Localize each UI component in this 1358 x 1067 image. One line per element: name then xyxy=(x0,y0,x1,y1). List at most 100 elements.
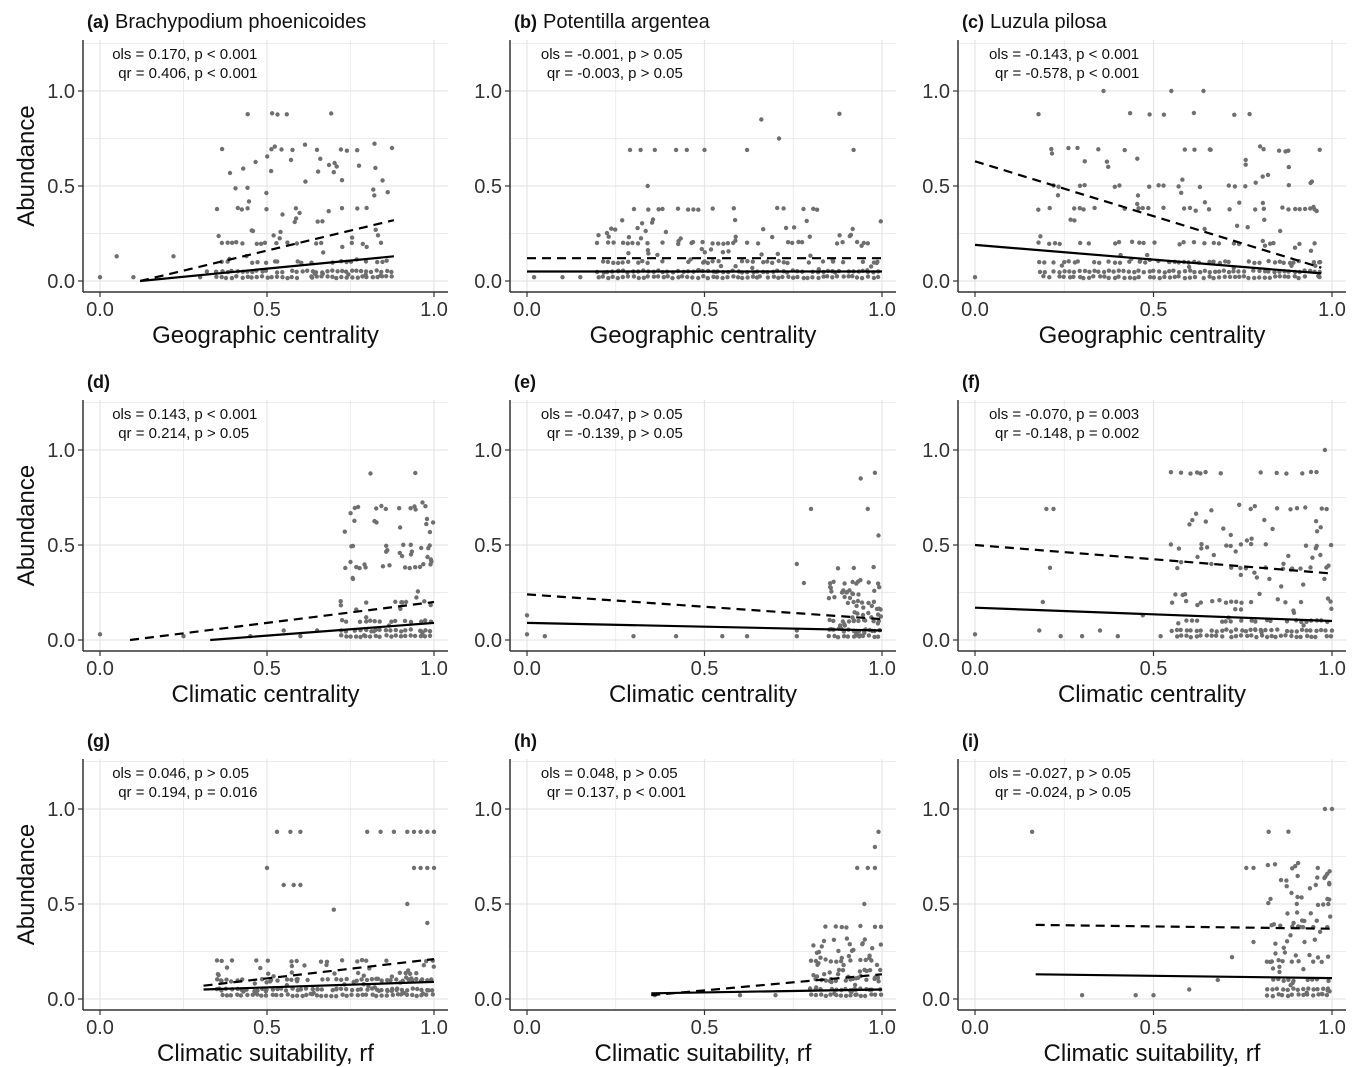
panel-title: (i) xyxy=(962,731,979,751)
data-point xyxy=(635,225,640,231)
data-point xyxy=(733,264,738,269)
data-point xyxy=(1135,201,1140,207)
data-point xyxy=(97,275,103,280)
data-point xyxy=(374,268,379,273)
data-point xyxy=(1052,241,1058,246)
data-point xyxy=(1055,193,1061,198)
data-point xyxy=(833,924,838,929)
data-point xyxy=(325,977,330,982)
data-point xyxy=(1092,205,1097,211)
data-point xyxy=(413,565,418,570)
data-point xyxy=(655,274,661,279)
x-tick-label: 0.0 xyxy=(86,658,114,680)
qr-stat: qr = -0.148, p = 0.002 xyxy=(995,425,1139,442)
data-point xyxy=(1314,628,1319,633)
data-point xyxy=(355,206,360,211)
data-point xyxy=(290,268,295,273)
data-point xyxy=(835,566,841,571)
data-point xyxy=(1308,911,1314,916)
data-point xyxy=(1323,628,1328,633)
data-point xyxy=(726,249,731,254)
data-point xyxy=(1317,147,1322,152)
data-point xyxy=(334,275,339,281)
y-tick-label: 0.5 xyxy=(47,894,75,916)
data-point xyxy=(842,622,847,627)
data-point xyxy=(424,521,429,527)
data-point xyxy=(388,978,393,983)
data-point xyxy=(823,978,829,983)
data-point xyxy=(1208,147,1213,152)
data-point xyxy=(645,241,650,246)
data-point xyxy=(375,233,381,238)
data-point xyxy=(389,274,394,279)
data-point xyxy=(1220,634,1225,639)
data-point xyxy=(1226,183,1232,188)
data-point xyxy=(673,147,679,153)
data-point xyxy=(858,923,863,929)
data-point xyxy=(1079,993,1085,998)
data-point xyxy=(1227,207,1232,212)
data-point xyxy=(1248,599,1254,605)
grid xyxy=(958,759,1346,1010)
data-point xyxy=(364,600,369,605)
data-point xyxy=(1259,630,1264,635)
data-point xyxy=(1329,628,1335,633)
data-point xyxy=(725,275,730,280)
data-point xyxy=(315,169,321,174)
data-point xyxy=(1223,600,1229,605)
data-point xyxy=(1308,206,1313,211)
ols-line xyxy=(1035,973,1333,980)
data-point xyxy=(1127,275,1133,280)
data-point xyxy=(770,260,775,265)
ols-line xyxy=(139,255,395,283)
data-point xyxy=(626,259,631,264)
data-point xyxy=(1234,223,1240,228)
panel-id: (f) xyxy=(962,372,980,392)
data-point xyxy=(835,635,841,640)
data-point xyxy=(1257,260,1262,265)
data-point xyxy=(1317,929,1323,934)
data-point xyxy=(1251,865,1256,871)
data-point xyxy=(611,260,616,265)
data-point xyxy=(578,275,583,280)
panel-id: (i) xyxy=(962,731,979,751)
data-point xyxy=(1156,269,1162,274)
data-point xyxy=(1051,506,1056,512)
data-point xyxy=(620,240,626,245)
data-point xyxy=(1289,633,1294,639)
data-point xyxy=(1289,959,1295,964)
data-point xyxy=(851,618,856,624)
data-point xyxy=(1291,608,1296,613)
data-point xyxy=(1286,829,1291,834)
data-point xyxy=(794,561,799,567)
data-point xyxy=(375,259,380,265)
grid xyxy=(510,759,896,1010)
data-point xyxy=(821,274,826,279)
data-point xyxy=(1253,180,1258,185)
data-point xyxy=(1302,939,1307,945)
data-point xyxy=(1195,554,1200,560)
y-tick-label: 1.0 xyxy=(47,440,75,462)
data-point xyxy=(708,247,714,252)
data-point xyxy=(750,265,755,271)
data-point xyxy=(233,186,238,191)
data-point xyxy=(869,992,874,997)
data-point xyxy=(1252,504,1258,509)
panel-title: (g) xyxy=(87,731,110,751)
data-point xyxy=(855,975,861,980)
data-point xyxy=(1037,269,1043,275)
data-point xyxy=(334,987,339,992)
data-point xyxy=(872,992,878,997)
data-point xyxy=(349,240,354,246)
data-point xyxy=(369,977,375,982)
data-point xyxy=(414,971,419,976)
data-point xyxy=(400,600,405,605)
data-point xyxy=(1188,628,1193,633)
data-point xyxy=(1243,184,1248,189)
data-point xyxy=(1075,259,1081,264)
data-point xyxy=(808,253,813,258)
data-point xyxy=(1251,268,1256,273)
data-point xyxy=(874,962,880,968)
data-point xyxy=(1267,576,1272,582)
data-point xyxy=(1281,260,1286,265)
